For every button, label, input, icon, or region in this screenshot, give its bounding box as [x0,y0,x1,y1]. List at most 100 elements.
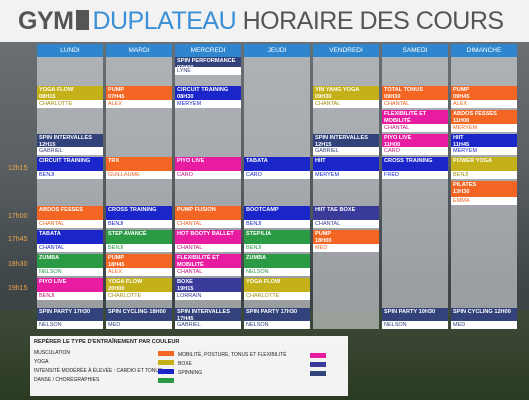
class-title: SPIN PARTY 17H30 [39,309,91,315]
class-instructor: BENJI [451,171,517,179]
legend-label: INTENSITÉ MODÉRÉE À ÉLEVÉE : CARDIO ET T… [34,368,163,374]
legend-swatch [310,371,326,376]
class-title: PUMP 09H45 [453,87,470,100]
class-block[interactable]: POWER YOGA BENJI [451,157,517,179]
class-instructor: CHANTAL [382,124,448,132]
class-title: PILATES 13H30 [453,182,477,195]
class-block[interactable]: SPIN PARTY 17H30 NELSON [37,308,103,329]
class-title: HIIT [315,158,326,164]
class-block[interactable]: BOOTCAMP BENJI [244,206,310,228]
class-block[interactable]: YOGA FLOW 20H00 CHARLOTTE [106,278,172,300]
class-instructor: MED [106,321,172,329]
class-instructor: CHANTAL [37,244,103,252]
class-block[interactable]: PUMP 18H00 MED [313,230,379,252]
class-block[interactable]: FLEXIBILITÉ ET MOBILITÉ CHANTAL [175,254,241,276]
class-instructor: CHANTAL [175,268,241,276]
class-block[interactable]: TABATA CARO [244,157,310,179]
class-block[interactable]: PIYO LIVE CARO [175,157,241,179]
class-block[interactable]: CIRCUIT TRAINING 08H30 MERYEM [175,86,241,108]
class-instructor: CHANTAL [175,220,241,228]
class-block[interactable]: PUMP 09H45 ALEX [451,86,517,108]
class-instructor: MED [313,244,379,252]
legend-label: SPINNING [178,370,203,376]
legend-label: MOBILITÉ, POSTURE, TONUS ET FLEXIBILITÉ [178,352,287,358]
class-instructor: BENJI [106,220,172,228]
class-title: ZUMBA [246,255,267,261]
class-instructor: BENJI [244,244,310,252]
class-title: YOGA FLOW [246,279,281,285]
class-title: SPIN INTERVALLES 12H15 [315,135,368,148]
class-block[interactable]: SPIN PARTY 10H30 NELSON [382,308,448,329]
class-title: BOXE 19H15 [177,279,194,292]
page-title: GYM DUPLATEAU HORAIRE DES COURS [18,7,504,35]
class-instructor: CHANTAL [313,220,379,228]
class-block[interactable]: SPIN PERFORMANCE 07H00LYNE [175,57,241,75]
class-block[interactable]: HIIT MERYEM [313,157,379,179]
class-block[interactable]: FLEXIBILITÉ ET MOBILITÉ10H30CHANTAL [382,110,448,132]
class-instructor: EMMA [451,197,517,205]
class-block[interactable]: CROSS TRAINING FRED [382,157,448,179]
header-bar: GYM DUPLATEAU HORAIRE DES COURS [0,0,529,42]
class-block[interactable]: ABDOS FESSES 11H00 MERYEM [451,110,517,132]
class-block[interactable]: HIIT 11H45 MERYEM [451,134,517,155]
class-block[interactable]: BOXE 19H15 LORRAIN [175,278,241,300]
class-title: BOOTCAMP [246,207,279,213]
class-block[interactable]: HOT BOOTY BALLET CHANTAL [175,230,241,252]
class-block[interactable]: ZUMBA NELSON [37,254,103,276]
class-block[interactable]: YOGA FLOW CHARLOTTE [244,278,310,300]
class-instructor: ALEX [451,100,517,108]
class-block[interactable]: STEP/LIA BENJI [244,230,310,252]
legend-swatch [158,360,174,365]
class-instructor: NELSON [37,321,103,329]
class-title: ZUMBA [39,255,60,261]
legend-swatch [310,353,326,358]
class-block[interactable]: PUMP FUSION CHANTAL [175,206,241,228]
class-title: SPIN PARTY 10H30 [384,309,436,315]
class-instructor: CHARLOTTE [244,292,310,300]
class-block[interactable]: ZUMBA NELSON [244,254,310,276]
class-block[interactable]: PUMP 18H45 ALEX [106,254,172,276]
class-instructor: NELSON [37,268,103,276]
class-title: SPIN CYCLING 18H00 [108,309,166,315]
legend-swatch [158,351,174,356]
class-block[interactable]: SPIN CYCLING 12H00 MED [451,308,517,329]
class-block[interactable]: ABDOS FESSES CHANTAL [37,206,103,228]
class-block[interactable]: SPIN PARTY 17H30 NELSON [244,308,310,329]
schedule-grid: LUNDI YOGA FLOW 08H15 CHARLOTTE SPIN INTERVA… [37,44,521,329]
class-title: CROSS TRAINING [384,158,433,164]
class-block[interactable]: YOGA FLOW 08H15 CHARLOTTE [37,86,103,108]
class-block[interactable]: CIRCUIT TRAINING BENJI [37,157,103,179]
class-block[interactable]: PIYO LIVE BENJI [37,278,103,300]
class-title: TABATA [39,231,61,237]
class-block[interactable]: HIIT TAE BOXE CHANTAL [313,206,379,228]
class-title: CROSS TRAINING [108,207,157,213]
class-block[interactable]: CROSS TRAINING BENJI [106,206,172,228]
class-block[interactable]: YIN YANG YOGA 09H30 CHANTAL [313,86,379,108]
class-instructor: LYNE [175,67,241,75]
class-block[interactable]: SPIN INTERVALLES 17H45 GABRIEL [175,308,241,329]
class-block[interactable]: SPIN CYCLING 18H00 MED [106,308,172,329]
time-label: 17h00 [8,213,28,220]
legend-title: REPÉRER LE TYPE D'ENTRAÎNEMENT PAR COULE… [34,339,180,345]
class-block[interactable]: PUMP 07H45 ALEX [106,86,172,108]
legend-swatch [158,369,174,374]
class-title: ABDOS FESSES 11H00 [453,111,497,124]
class-block[interactable]: STEP AVANCÉ BENJI [106,230,172,252]
time-label: 17h45 [8,236,28,243]
class-instructor: GABRIEL [313,147,379,155]
class-title: HIIT TAE BOXE [315,207,356,213]
class-instructor: LORRAIN [175,292,241,300]
class-block[interactable]: SPIN INTERVALLES 12H15 GABRIEL [37,134,103,155]
class-instructor: ALEX [106,100,172,108]
legend-label: BOXE [178,361,192,367]
class-block[interactable]: PIYO LIVE 11H00 CARO [382,134,448,155]
class-block[interactable]: TOTAL TONUS 09H30 CHANTAL [382,86,448,108]
class-block[interactable]: TRX GUILLAUME [106,157,172,179]
class-title: FLEXIBILITÉ ET MOBILITÉ [177,255,220,268]
class-block[interactable]: PILATES 13H30 EMMA [451,181,517,205]
day-column-samedi: SAMEDI TOTAL TONUS 09H30 CHANTAL FLEXIBILITÉ… [382,44,448,329]
class-instructor: CHANTAL [175,244,241,252]
class-block[interactable]: TABATA CHANTAL [37,230,103,252]
class-block[interactable]: SPIN INTERVALLES 12H15 GABRIEL [313,134,379,155]
